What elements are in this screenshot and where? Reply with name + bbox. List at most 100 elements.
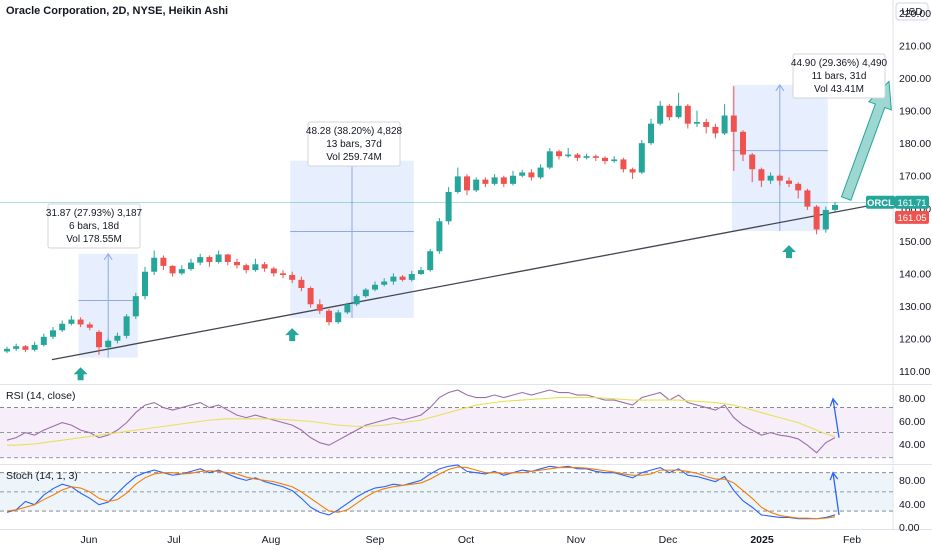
x-tick-feb: Feb <box>843 534 861 546</box>
callout-text: 13 bars, 37d <box>326 139 382 150</box>
candle-body <box>307 288 314 305</box>
callout-box <box>47 203 141 249</box>
candle <box>224 253 231 266</box>
rsi-label[interactable]: RSI (14, close) <box>6 390 75 402</box>
candle <box>160 255 167 271</box>
candle <box>684 104 691 129</box>
candle-body <box>215 254 222 262</box>
callout-text: 44.90 (29.36%) 4,490 <box>791 58 888 69</box>
candle <box>620 157 627 173</box>
candle <box>31 341 38 352</box>
rsi-line <box>6 389 836 454</box>
candle <box>408 270 415 282</box>
candle <box>215 250 222 264</box>
candle <box>703 118 710 134</box>
trend-arrow[interactable] <box>832 398 840 438</box>
candle <box>178 265 185 275</box>
measure-range-arrowhead <box>103 252 113 261</box>
candle-body <box>77 319 84 325</box>
candle <box>105 338 112 350</box>
candle <box>556 149 562 160</box>
candle-body <box>31 344 38 350</box>
candle <box>482 177 489 188</box>
candle-body <box>362 289 369 297</box>
trendline[interactable] <box>51 201 891 361</box>
last-price-badge <box>895 195 929 209</box>
candle <box>813 205 820 235</box>
candle-body <box>473 179 480 191</box>
price-tick-190: 190.00 <box>899 106 931 118</box>
callout-box <box>307 121 401 167</box>
x-tick-jul: Jul <box>167 534 180 546</box>
buy-arrows <box>73 77 900 381</box>
candle-body <box>390 276 397 282</box>
candle <box>316 299 323 315</box>
buy-arrow-1[interactable] <box>73 367 88 381</box>
candle-body <box>408 274 415 280</box>
candle-body <box>832 205 838 210</box>
price-tick-120: 120.00 <box>899 333 931 345</box>
range-callout-3: 44.90 (29.36%) 4,490 11 bars, 31d Vol 43.4… <box>791 53 888 99</box>
stoch-label[interactable]: Stoch (14, 1, 3) <box>6 470 78 482</box>
candle <box>427 248 434 272</box>
candle <box>197 253 204 266</box>
candle <box>326 309 332 326</box>
candle <box>648 118 654 145</box>
candle-body <box>289 274 296 280</box>
measure-range-arrowhead <box>775 84 785 92</box>
x-tick-jun: Jun <box>81 534 98 546</box>
price-tick-140: 140.00 <box>899 268 931 280</box>
candle-body <box>298 279 305 288</box>
price-tick-170: 170.00 <box>899 171 931 183</box>
candle <box>114 332 121 344</box>
projection-arrow-shape <box>840 80 892 201</box>
candle <box>169 265 176 277</box>
projection-arrow[interactable] <box>835 77 900 202</box>
second-price-label: 161.05 <box>897 213 926 224</box>
stoch-panel <box>0 464 893 520</box>
candle-body <box>243 265 250 271</box>
candle-body <box>767 175 774 181</box>
candle-body <box>178 269 185 274</box>
candle <box>629 167 636 179</box>
candle-body <box>68 319 75 324</box>
stoch-tick-0: 0.00 <box>899 522 920 534</box>
candle-body <box>427 251 434 271</box>
candle-body <box>142 271 148 297</box>
buy-arrow-2[interactable] <box>285 328 300 342</box>
callout-text: 48.28 (38.20%) 4,828 <box>306 126 403 137</box>
candle-body <box>160 257 167 266</box>
candle-body <box>86 324 93 328</box>
trend-arrow-head <box>829 471 839 481</box>
time-axis[interactable]: Jun Jul Aug Sep Oct Nov Dec 2025 Feb <box>81 534 862 546</box>
candle <box>68 315 75 326</box>
x-tick-dec: Dec <box>659 534 678 546</box>
currency-button[interactable]: USD <box>895 2 929 21</box>
candle <box>822 206 829 233</box>
ticker-badge[interactable] <box>866 195 895 209</box>
candle-body <box>381 281 388 285</box>
candle-body <box>648 123 654 144</box>
candle-body <box>546 151 553 168</box>
candle <box>473 177 480 192</box>
rsi-tick-80: 80.00 <box>899 393 925 405</box>
candle-body <box>445 192 452 222</box>
candle-body <box>22 346 29 350</box>
x-tick-oct: Oct <box>458 534 474 546</box>
candle-body <box>206 257 213 262</box>
candle-body <box>335 312 342 323</box>
trend-arrow[interactable] <box>832 472 840 516</box>
candle <box>252 258 259 272</box>
candle <box>574 152 581 162</box>
candle-body <box>344 304 351 313</box>
price-axis[interactable]: 110.00120.00130.00140.00150.00160.00170.… <box>899 8 931 378</box>
buy-arrow-3[interactable] <box>782 245 796 259</box>
candle-body <box>666 105 673 118</box>
trendline-layer <box>51 201 891 361</box>
candle <box>206 255 213 267</box>
candle <box>694 110 700 127</box>
candle-body <box>123 316 130 336</box>
candle <box>399 274 406 282</box>
candle-body <box>197 257 204 263</box>
callout-box <box>792 53 886 99</box>
